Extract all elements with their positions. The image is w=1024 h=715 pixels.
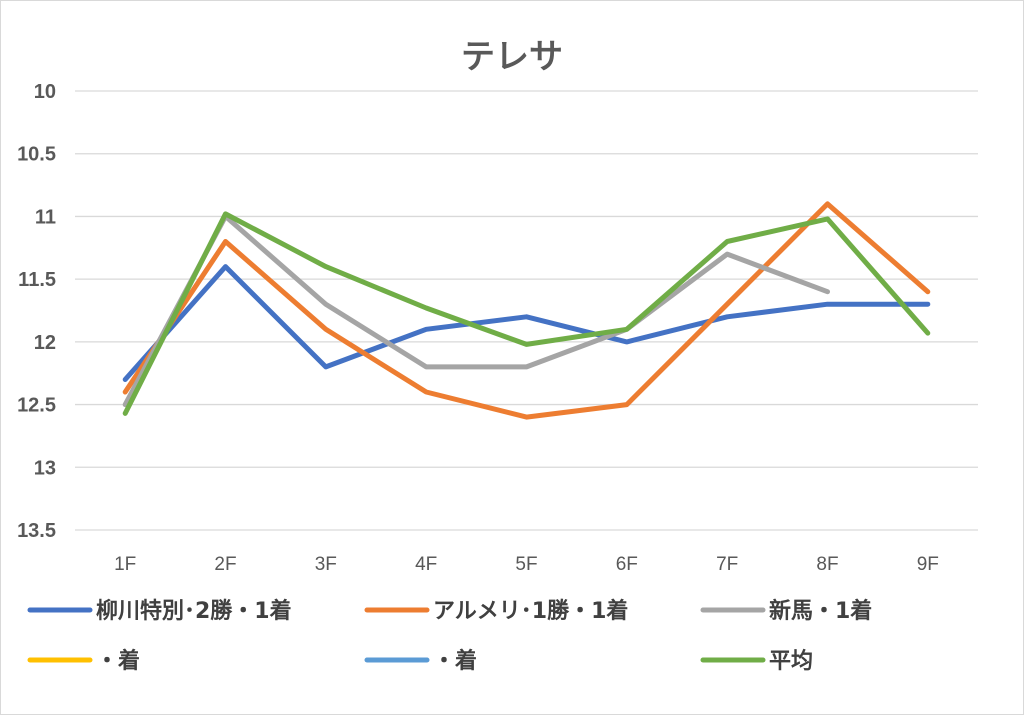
legend-label: ・着 [433,648,477,674]
legend-item: 柳川特別･2勝・1着 [27,598,292,624]
series-line-5 [122,211,931,416]
x-tick-label: 1F [114,554,136,575]
series-line-2 [122,213,830,408]
legend-item: 新馬・1着 [700,598,872,624]
series-line-1 [122,201,931,420]
y-axis-ticks: 10 10.5 11 11.5 12 12.5 13 13.5 [17,81,56,542]
x-tick-label: 5F [515,554,537,575]
series-layer [122,201,931,420]
y-tick-label: 10 [34,81,56,103]
legend-label: ・着 [96,648,140,674]
legend-label: 新馬・1着 [769,598,872,624]
legend-label: アルメリ･1勝・1着 [433,598,628,624]
y-tick-label: 10.5 [17,144,56,166]
series-line-0 [122,264,931,382]
legend-item: ・着 [364,648,477,674]
y-tick-label: 12 [34,332,56,354]
legend-item: アルメリ･1勝・1着 [364,598,628,624]
x-tick-label: 2F [214,554,236,575]
legend-item: ・着 [27,648,140,674]
grid-layer [75,90,978,531]
chart-title: テレサ [461,37,563,77]
x-tick-label: 9F [917,554,939,575]
legend-label: 柳川特別･2勝・1着 [96,598,292,624]
legend-item: 平均 [700,648,813,674]
x-tick-label: 3F [315,554,337,575]
y-tick-label: 12.5 [17,395,56,417]
y-tick-label: 11.5 [18,269,56,291]
x-axis-ticks: 1F 2F 3F 4F 5F 6F 7F 8F 9F [114,554,939,575]
x-tick-label: 6F [616,554,638,575]
x-tick-label: 4F [415,554,437,575]
y-tick-label: 11 [35,206,56,228]
y-tick-label: 13 [34,457,56,479]
legend: 柳川特別･2勝・1着 アルメリ･1勝・1着 新馬・1着・着 ・着 平均 [27,598,872,674]
legend-label: 平均 [769,648,813,674]
y-tick-label: 13.5 [17,520,56,542]
x-tick-label: 8F [816,554,838,575]
x-tick-label: 7F [716,554,738,575]
